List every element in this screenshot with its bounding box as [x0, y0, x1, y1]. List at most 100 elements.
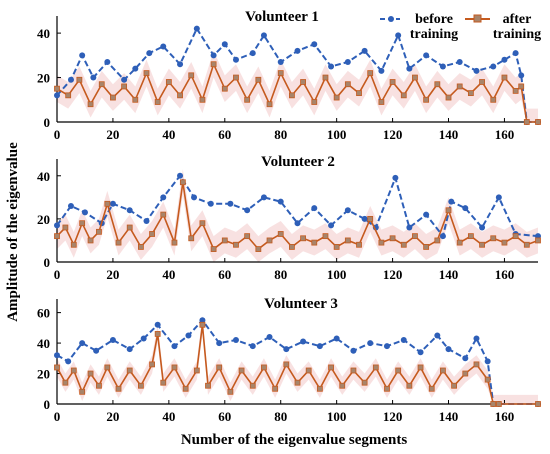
before-point [126, 346, 133, 353]
after-point [495, 401, 502, 407]
x-tick-label: 20 [106, 267, 119, 282]
after-point [490, 235, 497, 242]
before-point [67, 76, 74, 83]
y-tick-label: 60 [37, 306, 50, 321]
before-point [54, 352, 60, 359]
after-point [294, 379, 301, 386]
after-point [126, 224, 133, 231]
after-point [244, 96, 251, 103]
before-point [361, 215, 368, 222]
before-point [121, 76, 128, 83]
before-point [93, 347, 100, 354]
before-point [518, 72, 525, 79]
before-point [328, 222, 335, 229]
after-point [149, 231, 155, 237]
y-tick-label: 0 [44, 115, 51, 130]
x-tick-label: 100 [327, 267, 347, 282]
x-tick-label: 120 [383, 409, 403, 424]
after-point [523, 119, 530, 125]
legend-after-marker [473, 14, 482, 23]
before-point [395, 32, 402, 39]
before-point [193, 25, 200, 32]
after-point [165, 79, 172, 85]
legend: before training after training [380, 12, 541, 42]
after-point [378, 99, 385, 105]
before-point [400, 337, 407, 344]
before-point [406, 224, 413, 231]
before-point [277, 59, 284, 65]
x-tick-label: 20 [106, 127, 119, 142]
before-point [249, 343, 256, 350]
before-point [221, 41, 228, 48]
before-point [260, 194, 267, 201]
before-point [294, 220, 301, 227]
after-point [535, 119, 541, 125]
after-point [255, 76, 262, 83]
after-point [356, 241, 362, 248]
after-point [535, 237, 541, 244]
after-point [87, 101, 94, 108]
after-point [344, 237, 351, 244]
panel-3-after-line [56, 324, 538, 405]
after-point [440, 367, 446, 374]
after-point [367, 215, 374, 222]
after-point [121, 83, 128, 90]
before-point [512, 50, 519, 57]
x-tick-label: 60 [218, 409, 231, 424]
after-point [160, 379, 167, 386]
after-point [137, 244, 144, 250]
x-tick-label: 80 [274, 127, 287, 142]
before-point [143, 218, 150, 225]
before-point [383, 343, 390, 350]
after-point [479, 241, 485, 248]
after-point [70, 241, 77, 248]
after-point [501, 74, 508, 81]
x-tick-label: 80 [274, 409, 287, 424]
after-point [126, 367, 133, 374]
after-point [104, 200, 111, 207]
before-point [81, 209, 88, 216]
after-point [311, 99, 318, 105]
before-point [160, 43, 167, 50]
x-tick-label: 120 [383, 267, 403, 282]
after-point [261, 364, 267, 371]
after-point [115, 385, 122, 392]
before-point [104, 59, 111, 65]
before-point [462, 355, 469, 362]
before-point [501, 56, 508, 63]
after-point [479, 79, 485, 85]
after-point [221, 85, 228, 92]
after-point [316, 385, 323, 392]
after-point [535, 401, 541, 407]
before-point [185, 332, 192, 339]
after-point [445, 94, 452, 101]
before-point [333, 335, 340, 342]
panel-2: 0 20 40 60 80 100 120 140 160 0 20 40 [37, 159, 541, 282]
after-point [54, 233, 60, 240]
after-point [473, 361, 480, 368]
before-point [344, 207, 351, 214]
x-tick-label: 40 [162, 409, 175, 424]
before-point [417, 349, 424, 356]
after-point [137, 382, 144, 389]
after-point [462, 370, 469, 377]
after-point [193, 367, 200, 374]
before-point [423, 52, 430, 59]
after-point [115, 239, 122, 246]
before-point [277, 198, 284, 205]
y-tick-label: 20 [37, 71, 50, 86]
before-point [473, 67, 480, 74]
after-point [305, 367, 312, 374]
legend-before-label-2: training [410, 27, 458, 42]
before-point [344, 59, 351, 65]
after-point [400, 241, 407, 248]
after-point [238, 367, 245, 374]
after-point [54, 364, 60, 371]
after-point [490, 96, 497, 103]
before-point [79, 52, 86, 59]
legend-before-label-1: before [415, 12, 453, 27]
after-point [322, 233, 329, 240]
after-point [378, 239, 385, 246]
before-point [132, 65, 139, 72]
after-point [266, 101, 273, 108]
